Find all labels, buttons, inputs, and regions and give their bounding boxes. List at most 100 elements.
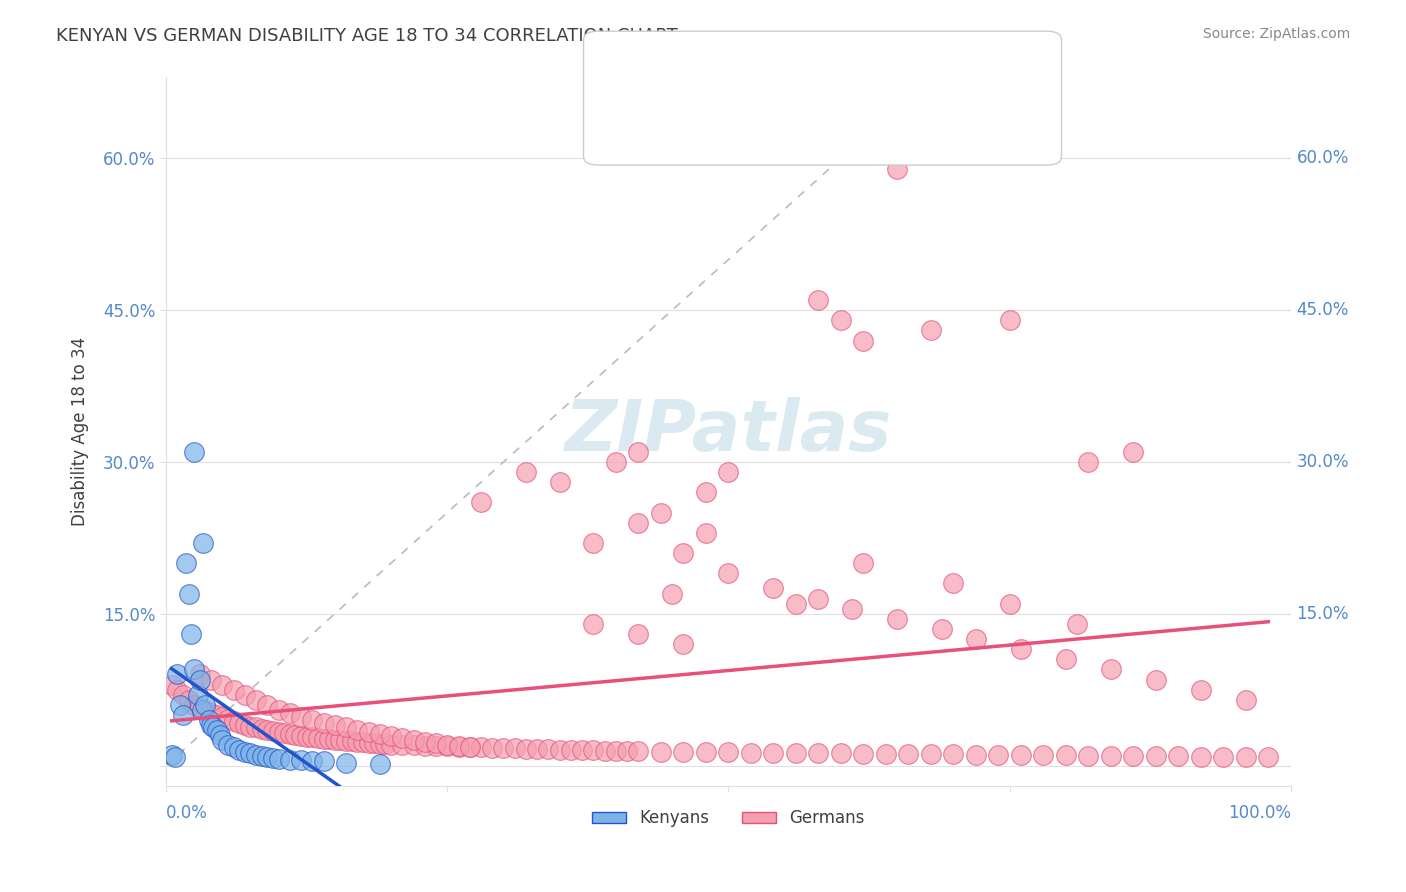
Point: [188, 699, 211, 714]
Point: [217, 712, 239, 726]
Point: [191, 536, 214, 550]
Point: [1212, 750, 1234, 764]
Point: [200, 706, 222, 720]
Point: [785, 597, 807, 611]
Point: [180, 627, 202, 641]
Point: [391, 731, 413, 746]
Point: [301, 730, 323, 744]
Point: [177, 692, 200, 706]
Point: [1189, 750, 1212, 764]
Point: [256, 723, 278, 738]
Point: [256, 698, 278, 712]
Point: [186, 688, 208, 702]
Point: [197, 713, 219, 727]
Point: [897, 747, 920, 762]
Point: [256, 750, 278, 764]
Point: [357, 736, 380, 750]
Point: [380, 739, 402, 753]
Point: [830, 313, 852, 327]
Point: [402, 739, 425, 753]
Point: [205, 723, 228, 738]
Point: [374, 737, 396, 751]
Point: [1066, 616, 1088, 631]
Point: [245, 748, 267, 763]
Point: [278, 754, 301, 768]
Point: [211, 733, 233, 747]
Point: [436, 739, 458, 753]
Text: Source: ZipAtlas.com: Source: ZipAtlas.com: [1202, 27, 1350, 41]
Text: 30.0%: 30.0%: [1296, 453, 1348, 471]
Text: 15.0%: 15.0%: [1296, 605, 1348, 623]
Point: [312, 755, 335, 769]
Point: [548, 475, 571, 490]
Point: [695, 485, 717, 500]
Point: [1234, 750, 1257, 764]
Point: [425, 736, 447, 750]
Text: R = 0.487   N =  37: R = 0.487 N = 37: [633, 62, 808, 80]
Point: [447, 739, 470, 754]
Text: R = 0.387   N =  166: R = 0.387 N = 166: [633, 107, 820, 125]
Point: [582, 536, 605, 550]
Point: [188, 667, 211, 681]
Point: [1189, 682, 1212, 697]
Point: [245, 720, 267, 734]
Point: [290, 710, 312, 724]
Point: [627, 445, 650, 459]
Point: [250, 749, 273, 764]
Point: [335, 756, 357, 770]
Point: [172, 688, 194, 702]
Point: [1099, 662, 1122, 676]
Point: [650, 745, 672, 759]
Point: [368, 727, 391, 741]
Point: [239, 720, 262, 734]
Point: [1144, 749, 1167, 764]
Point: [239, 747, 262, 761]
Point: [1167, 749, 1189, 764]
Point: [160, 677, 183, 691]
Point: [233, 745, 256, 759]
Point: [492, 741, 515, 756]
Point: [582, 616, 605, 631]
Point: [363, 736, 385, 750]
Point: [470, 495, 492, 509]
Point: [222, 714, 245, 728]
Point: [352, 735, 374, 749]
Point: [1054, 652, 1077, 666]
Point: [931, 622, 953, 636]
Point: [222, 682, 245, 697]
Point: [191, 703, 214, 717]
Point: [233, 718, 256, 732]
Point: [1257, 750, 1279, 764]
Point: [942, 747, 965, 762]
Point: [965, 748, 987, 763]
Point: [920, 323, 942, 337]
Point: [183, 698, 205, 712]
Text: 0.0%: 0.0%: [166, 804, 208, 822]
Point: [1032, 748, 1054, 763]
Point: [526, 742, 548, 756]
Point: [1099, 749, 1122, 764]
Point: [301, 713, 323, 727]
Point: [346, 735, 368, 749]
Point: [228, 716, 250, 731]
Point: [537, 742, 560, 756]
Point: [717, 745, 740, 759]
Point: [278, 706, 301, 720]
Point: [481, 741, 503, 756]
Point: [458, 740, 481, 755]
Point: [650, 506, 672, 520]
Point: [335, 720, 357, 734]
Point: [998, 597, 1021, 611]
Point: [278, 727, 301, 741]
Point: [425, 739, 447, 754]
Point: [329, 733, 352, 747]
Point: [301, 755, 323, 769]
Point: [807, 293, 830, 307]
Point: [402, 733, 425, 747]
Point: [413, 735, 436, 749]
Point: [357, 725, 380, 739]
Point: [785, 747, 807, 761]
Point: [965, 632, 987, 646]
Point: [672, 745, 695, 759]
Point: [1077, 749, 1099, 764]
